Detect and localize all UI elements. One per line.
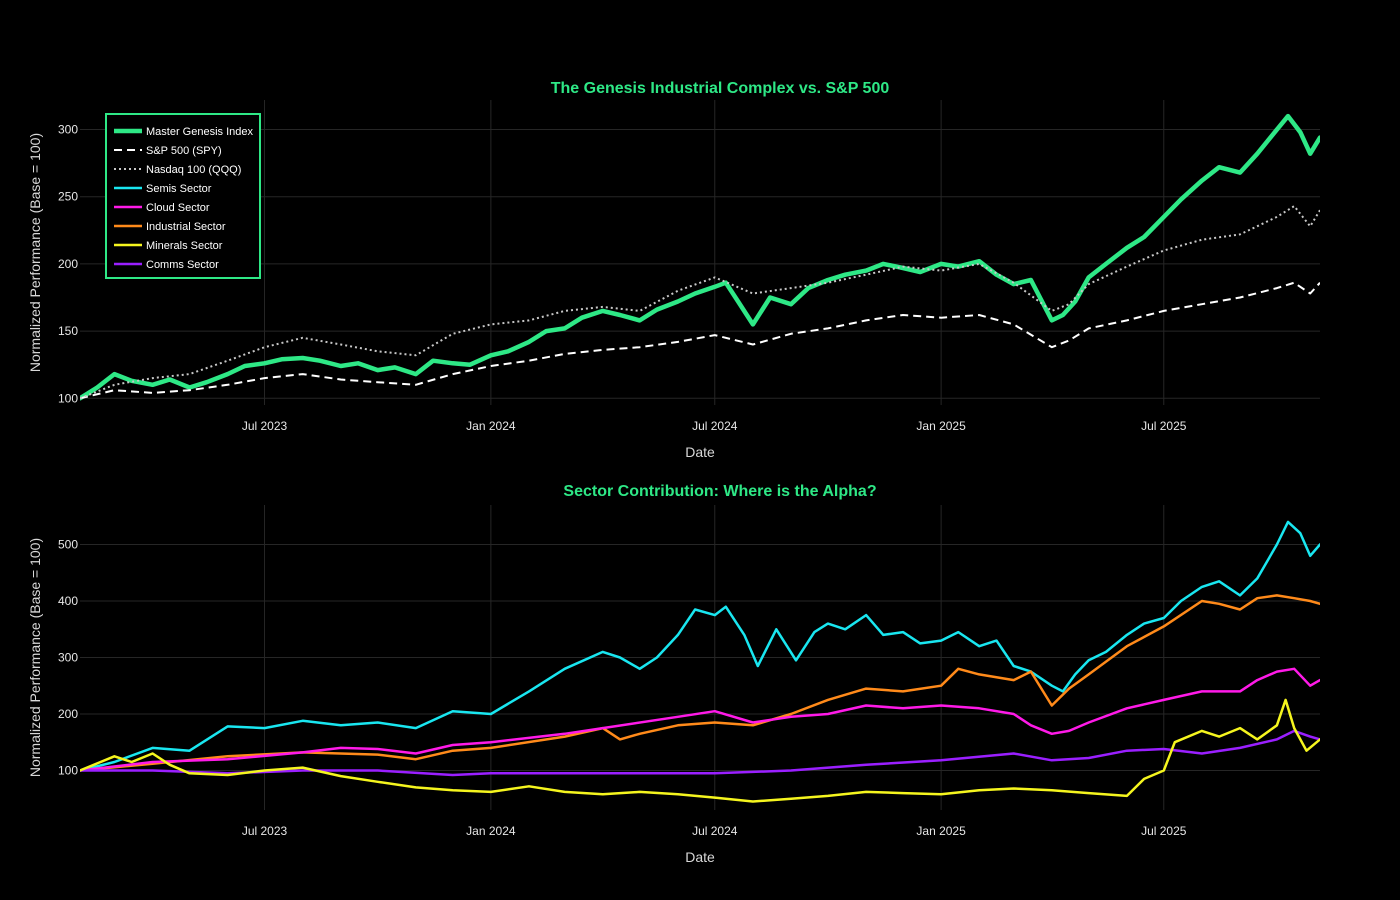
y-tick-label: 500 xyxy=(58,538,78,552)
x-tick-label: Jul 2023 xyxy=(242,824,288,838)
y-tick-label: 200 xyxy=(58,707,78,721)
x-tick-label: Jul 2025 xyxy=(1141,824,1187,838)
series-line-comms-sector xyxy=(80,729,1320,777)
y-tick-label: 200 xyxy=(58,257,78,271)
y-tick-label: 100 xyxy=(58,763,78,777)
legend-box xyxy=(105,113,261,279)
x-tick-label: Jul 2025 xyxy=(1141,419,1187,433)
x-axis-title: Date xyxy=(685,849,715,865)
y-tick-label: 150 xyxy=(58,324,78,338)
series-line-minerals-sector xyxy=(80,698,1320,803)
legend-label-nasdaq-100-qqq: Nasdaq 100 (QQQ) xyxy=(146,164,241,176)
y-tick-label: 400 xyxy=(58,594,78,608)
series-line-semis-sector xyxy=(80,520,1320,772)
y-axis-title: Normalized Performance (Base = 100) xyxy=(27,538,43,777)
x-axis-title: Date xyxy=(685,444,715,460)
series-line-nasdaq-100-qqq xyxy=(80,205,1320,400)
bottom-chart-panel: Sector Contribution: Where is the Alpha?… xyxy=(27,483,1320,865)
y-tick-label: 300 xyxy=(58,123,78,137)
chart-title: The Genesis Industrial Complex vs. S&P 5… xyxy=(551,80,890,97)
x-tick-label: Jul 2023 xyxy=(242,419,288,433)
legend-label-semis-sector: Semis Sector xyxy=(146,183,212,195)
x-tick-label: Jul 2024 xyxy=(692,824,738,838)
series-line-industrial-sector xyxy=(80,594,1320,772)
chart-title: Sector Contribution: Where is the Alpha? xyxy=(563,483,876,500)
legend-label-master-genesis-index: Master Genesis Index xyxy=(146,126,253,138)
y-tick-label: 250 xyxy=(58,190,78,204)
legend-label-cloud-sector: Cloud Sector xyxy=(146,202,210,214)
legend-label-industrial-sector: Industrial Sector xyxy=(146,221,226,233)
series-line-master-genesis-index xyxy=(80,113,1320,401)
top-chart-panel: The Genesis Industrial Complex vs. S&P 5… xyxy=(27,80,1320,460)
y-tick-label: 300 xyxy=(58,651,78,665)
x-tick-label: Jul 2024 xyxy=(692,419,738,433)
y-axis-title: Normalized Performance (Base = 100) xyxy=(27,133,43,372)
legend-label-s-p-500-spy: S&P 500 (SPY) xyxy=(146,145,222,157)
x-tick-label: Jan 2025 xyxy=(916,824,966,838)
legend: Master Genesis Index S&P 500 (SPY) Nasdaq … xyxy=(105,113,261,279)
legend-label-comms-sector: Comms Sector xyxy=(146,259,219,271)
series-line-cloud-sector xyxy=(80,667,1320,772)
x-tick-label: Jan 2025 xyxy=(916,419,966,433)
x-tick-label: Jan 2024 xyxy=(466,824,516,838)
x-tick-label: Jan 2024 xyxy=(466,419,516,433)
y-tick-label: 100 xyxy=(58,391,78,405)
series-line-s-p-500-spy xyxy=(80,281,1320,400)
legend-label-minerals-sector: Minerals Sector xyxy=(146,240,223,252)
